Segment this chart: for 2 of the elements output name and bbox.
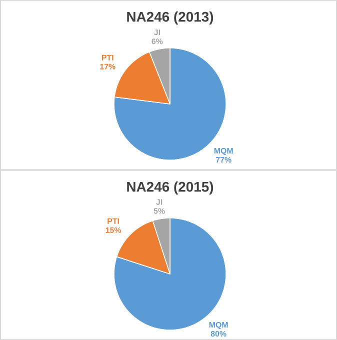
chart-title: NA246 (2013) [127, 11, 214, 24]
chart-title: NA246 (2015) [127, 181, 214, 194]
